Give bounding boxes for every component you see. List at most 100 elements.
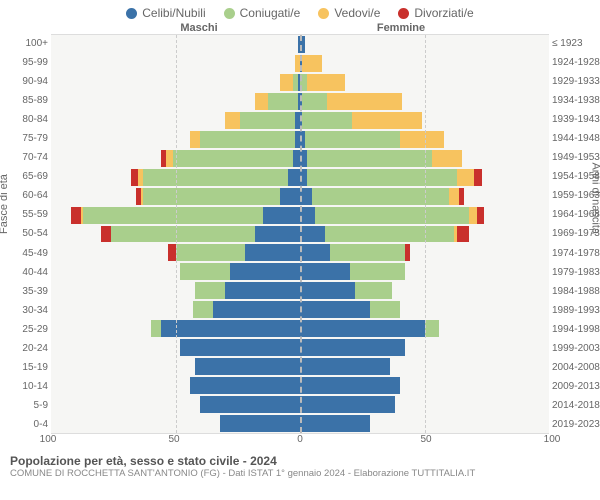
bar-segment-div bbox=[474, 169, 481, 186]
bar-segment-con bbox=[143, 188, 280, 205]
age-label: 10-14 bbox=[0, 377, 48, 396]
age-label: 40-44 bbox=[0, 263, 48, 282]
bar-segment-cel bbox=[220, 415, 300, 432]
age-label: 90-94 bbox=[0, 72, 48, 91]
bar-segment-cel bbox=[300, 207, 315, 224]
bar-segment-div bbox=[101, 226, 111, 243]
bar-segment-cel bbox=[300, 339, 405, 356]
bar-segment-con bbox=[330, 244, 405, 261]
bar-segment-con bbox=[325, 226, 454, 243]
bar-segment-con bbox=[312, 188, 449, 205]
bar-segment-con bbox=[180, 263, 230, 280]
birth-label: 2009-2013 bbox=[552, 377, 600, 396]
bar-segment-cel bbox=[300, 244, 330, 261]
bar-segment-ved bbox=[432, 150, 462, 167]
bar-segment-con bbox=[83, 207, 262, 224]
bar-segment-con bbox=[176, 244, 246, 261]
bar-segment-cel bbox=[200, 396, 300, 413]
birth-label: 1924-1928 bbox=[552, 53, 600, 72]
age-labels-column: 100+95-9990-9485-8980-8475-7970-7465-696… bbox=[0, 34, 51, 434]
bar-segment-con bbox=[305, 131, 400, 148]
bar-segment-cel bbox=[230, 263, 300, 280]
header-female: Femmine bbox=[300, 22, 552, 34]
bar-segment-con bbox=[355, 282, 392, 299]
age-label: 30-34 bbox=[0, 301, 48, 320]
bar-segment-con bbox=[173, 150, 293, 167]
bar-segment-div bbox=[477, 207, 484, 224]
birth-label: 2019-2023 bbox=[552, 415, 600, 434]
bar-segment-ved bbox=[190, 131, 200, 148]
bar-segment-cel bbox=[225, 282, 300, 299]
birth-label: 1989-1993 bbox=[552, 301, 600, 320]
bar-segment-cel bbox=[263, 207, 300, 224]
legend-label: Coniugati/e bbox=[240, 6, 301, 20]
female-half bbox=[300, 35, 549, 433]
y-axis-label-left: Fasce di età bbox=[0, 174, 10, 234]
legend-item: Vedovi/e bbox=[318, 6, 380, 20]
bar-segment-div bbox=[71, 207, 81, 224]
birth-label: 1944-1948 bbox=[552, 129, 600, 148]
birth-label: 1939-1943 bbox=[552, 110, 600, 129]
bar-segment-ved bbox=[449, 188, 459, 205]
birth-label: 1999-2003 bbox=[552, 339, 600, 358]
bar-segment-con bbox=[315, 207, 469, 224]
bar-segment-cel bbox=[280, 188, 300, 205]
bar-segment-div bbox=[168, 244, 175, 261]
bar-segment-cel bbox=[300, 282, 355, 299]
age-label: 70-74 bbox=[0, 148, 48, 167]
bar-segment-cel bbox=[300, 415, 370, 432]
legend-swatch bbox=[126, 8, 137, 19]
legend: Celibi/Nubili Coniugati/e Vedovi/e Divorzia… bbox=[0, 0, 600, 22]
chart-subtitle: COMUNE DI ROCCHETTA SANT'ANTONIO (FG) - … bbox=[10, 468, 590, 479]
bar-segment-con bbox=[350, 263, 405, 280]
bar-segment-cel bbox=[245, 244, 300, 261]
chart-title: Popolazione per età, sesso e stato civil… bbox=[10, 454, 590, 468]
bar-segment-con bbox=[111, 226, 255, 243]
bar-segment-ved bbox=[166, 150, 173, 167]
bar-segment-cel bbox=[300, 226, 325, 243]
bar-segment-con bbox=[143, 169, 287, 186]
bar-segment-con bbox=[370, 301, 400, 318]
x-tick: 100 bbox=[544, 434, 561, 445]
x-axis-ticks: 10050050100 bbox=[48, 434, 552, 448]
bar-segment-div bbox=[405, 244, 410, 261]
male-half bbox=[51, 35, 300, 433]
bar-segment-con bbox=[302, 112, 352, 129]
legend-item: Celibi/Nubili bbox=[126, 6, 205, 20]
age-label: 20-24 bbox=[0, 339, 48, 358]
header-male: Maschi bbox=[48, 22, 300, 34]
bar-segment-div bbox=[457, 226, 469, 243]
bar-segment-cel bbox=[195, 358, 300, 375]
center-grid-line bbox=[300, 35, 302, 433]
birth-label: 1979-1983 bbox=[552, 263, 600, 282]
birth-label: 1994-1998 bbox=[552, 320, 600, 339]
age-label: 95-99 bbox=[0, 53, 48, 72]
x-tick: 50 bbox=[420, 434, 431, 445]
age-label: 25-29 bbox=[0, 320, 48, 339]
x-tick: 50 bbox=[168, 434, 179, 445]
bar-segment-ved bbox=[280, 74, 292, 91]
age-label: 100+ bbox=[0, 34, 48, 53]
x-tick: 0 bbox=[297, 434, 303, 445]
age-label: 45-49 bbox=[0, 244, 48, 263]
bar-segment-cel bbox=[288, 169, 300, 186]
bar-segment-cel bbox=[300, 358, 390, 375]
legend-label: Divorziati/e bbox=[414, 6, 473, 20]
birth-label: 1934-1938 bbox=[552, 91, 600, 110]
bar-segment-ved bbox=[307, 74, 344, 91]
legend-label: Celibi/Nubili bbox=[142, 6, 205, 20]
age-label: 5-9 bbox=[0, 396, 48, 415]
age-label: 80-84 bbox=[0, 110, 48, 129]
bar-segment-cel bbox=[255, 226, 300, 243]
bar-segment-cel bbox=[300, 301, 370, 318]
x-tick: 100 bbox=[40, 434, 57, 445]
bar-segment-con bbox=[307, 150, 432, 167]
y-axis-label-right: Anni di nascita bbox=[590, 162, 600, 234]
bar-segment-cel bbox=[190, 377, 300, 394]
age-label: 15-19 bbox=[0, 358, 48, 377]
bar-segment-con bbox=[195, 282, 225, 299]
legend-swatch bbox=[224, 8, 235, 19]
pyramid-chart: Fasce di età Anni di nascita 100+95-9990… bbox=[0, 34, 600, 434]
legend-item: Coniugati/e bbox=[224, 6, 301, 20]
chart-footer: Popolazione per età, sesso e stato civil… bbox=[0, 448, 600, 479]
